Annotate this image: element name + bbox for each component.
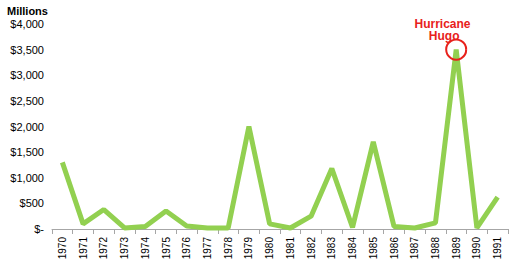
- svg-text:1988: 1988: [430, 237, 441, 260]
- svg-text:1983: 1983: [326, 237, 337, 260]
- svg-text:Hurricane: Hurricane: [414, 16, 474, 31]
- svg-text:1979: 1979: [243, 237, 254, 260]
- svg-text:$3,500: $3,500: [10, 44, 44, 56]
- svg-text:1985: 1985: [368, 237, 379, 260]
- svg-text:1975: 1975: [161, 237, 172, 260]
- svg-text:1970: 1970: [57, 237, 68, 260]
- svg-text:1971: 1971: [78, 237, 89, 260]
- svg-text:1980: 1980: [264, 237, 275, 260]
- svg-text:$2,500: $2,500: [10, 95, 44, 107]
- svg-text:1974: 1974: [140, 237, 151, 260]
- svg-text:1989: 1989: [451, 237, 462, 260]
- svg-text:1987: 1987: [409, 237, 420, 260]
- svg-text:Hugo: Hugo: [429, 29, 460, 43]
- svg-text:$500: $500: [20, 197, 44, 209]
- svg-text:$1,500: $1,500: [10, 146, 44, 158]
- svg-text:1978: 1978: [223, 237, 234, 260]
- svg-text:1986: 1986: [389, 237, 400, 260]
- svg-text:$2,000: $2,000: [10, 121, 44, 133]
- svg-text:1973: 1973: [119, 237, 130, 260]
- svg-text:1982: 1982: [306, 237, 317, 260]
- svg-text:1972: 1972: [98, 237, 109, 260]
- svg-text:$-: $-: [34, 223, 44, 235]
- svg-text:$1,000: $1,000: [10, 172, 44, 184]
- svg-text:1977: 1977: [202, 237, 213, 260]
- svg-text:1984: 1984: [347, 237, 358, 260]
- svg-text:1990: 1990: [471, 237, 482, 260]
- svg-text:$3,000: $3,000: [10, 69, 44, 81]
- svg-text:$4,000: $4,000: [10, 18, 44, 30]
- svg-text:1991: 1991: [492, 237, 503, 260]
- svg-text:1981: 1981: [285, 237, 296, 260]
- svg-text:1976: 1976: [181, 237, 192, 260]
- svg-text:Millions: Millions: [7, 5, 48, 17]
